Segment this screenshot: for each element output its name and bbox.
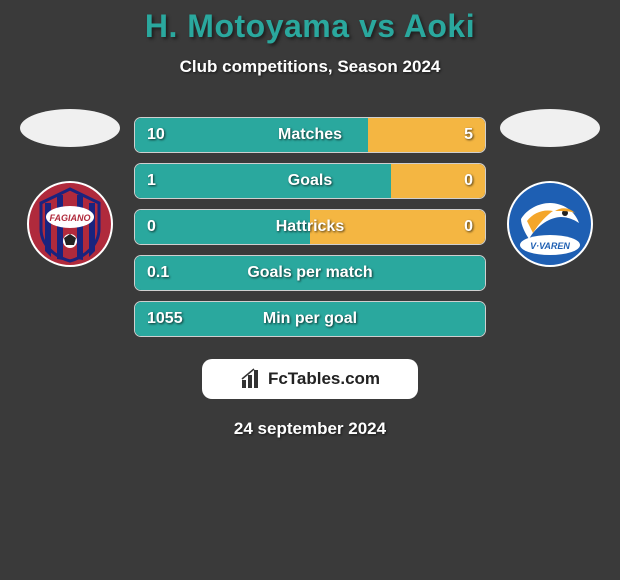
stat-bar: 0Hattricks0 [134, 209, 486, 245]
footer-brand-badge: FcTables.com [202, 359, 418, 399]
player2-column: V·VAREN [500, 117, 600, 267]
stats-column: 10Matches51Goals00Hattricks00.1Goals per… [134, 117, 486, 337]
stat-label: Min per goal [135, 302, 485, 336]
stat-label: Matches [135, 118, 485, 152]
stat-label: Goals per match [135, 256, 485, 290]
player1-avatar-placeholder [20, 109, 120, 147]
stat-label: Hattricks [135, 210, 485, 244]
stat-label: Goals [135, 164, 485, 198]
svg-text:FAGIANO: FAGIANO [49, 213, 90, 223]
fagiano-badge-icon: FAGIANO [27, 181, 113, 267]
svg-text:V·VAREN: V·VAREN [530, 241, 570, 251]
title-player1: H. Motoyama [145, 8, 350, 44]
title-player2: Aoki [404, 8, 475, 44]
player1-column: FAGIANO [20, 117, 120, 267]
stat-bar: 1Goals0 [134, 163, 486, 199]
stat-value-right: 0 [464, 164, 473, 198]
main-row: FAGIANO 10Matches51Goals00Hattricks00.1G… [0, 117, 620, 337]
stat-bar: 1055Min per goal [134, 301, 486, 337]
stat-bar: 0.1Goals per match [134, 255, 486, 291]
stat-bar: 10Matches5 [134, 117, 486, 153]
stat-value-right: 0 [464, 210, 473, 244]
player1-club-badge: FAGIANO [27, 181, 113, 267]
player2-avatar-placeholder [500, 109, 600, 147]
subtitle: Club competitions, Season 2024 [0, 57, 620, 77]
comparison-title: H. Motoyama vs Aoki [0, 8, 620, 45]
player2-club-badge: V·VAREN [507, 181, 593, 267]
bars-icon [240, 368, 262, 390]
stat-value-right: 5 [464, 118, 473, 152]
footer-brand-text: FcTables.com [268, 369, 380, 389]
vvaren-badge-icon: V·VAREN [507, 181, 593, 267]
title-vs: vs [359, 8, 396, 44]
date-line: 24 september 2024 [0, 419, 620, 439]
